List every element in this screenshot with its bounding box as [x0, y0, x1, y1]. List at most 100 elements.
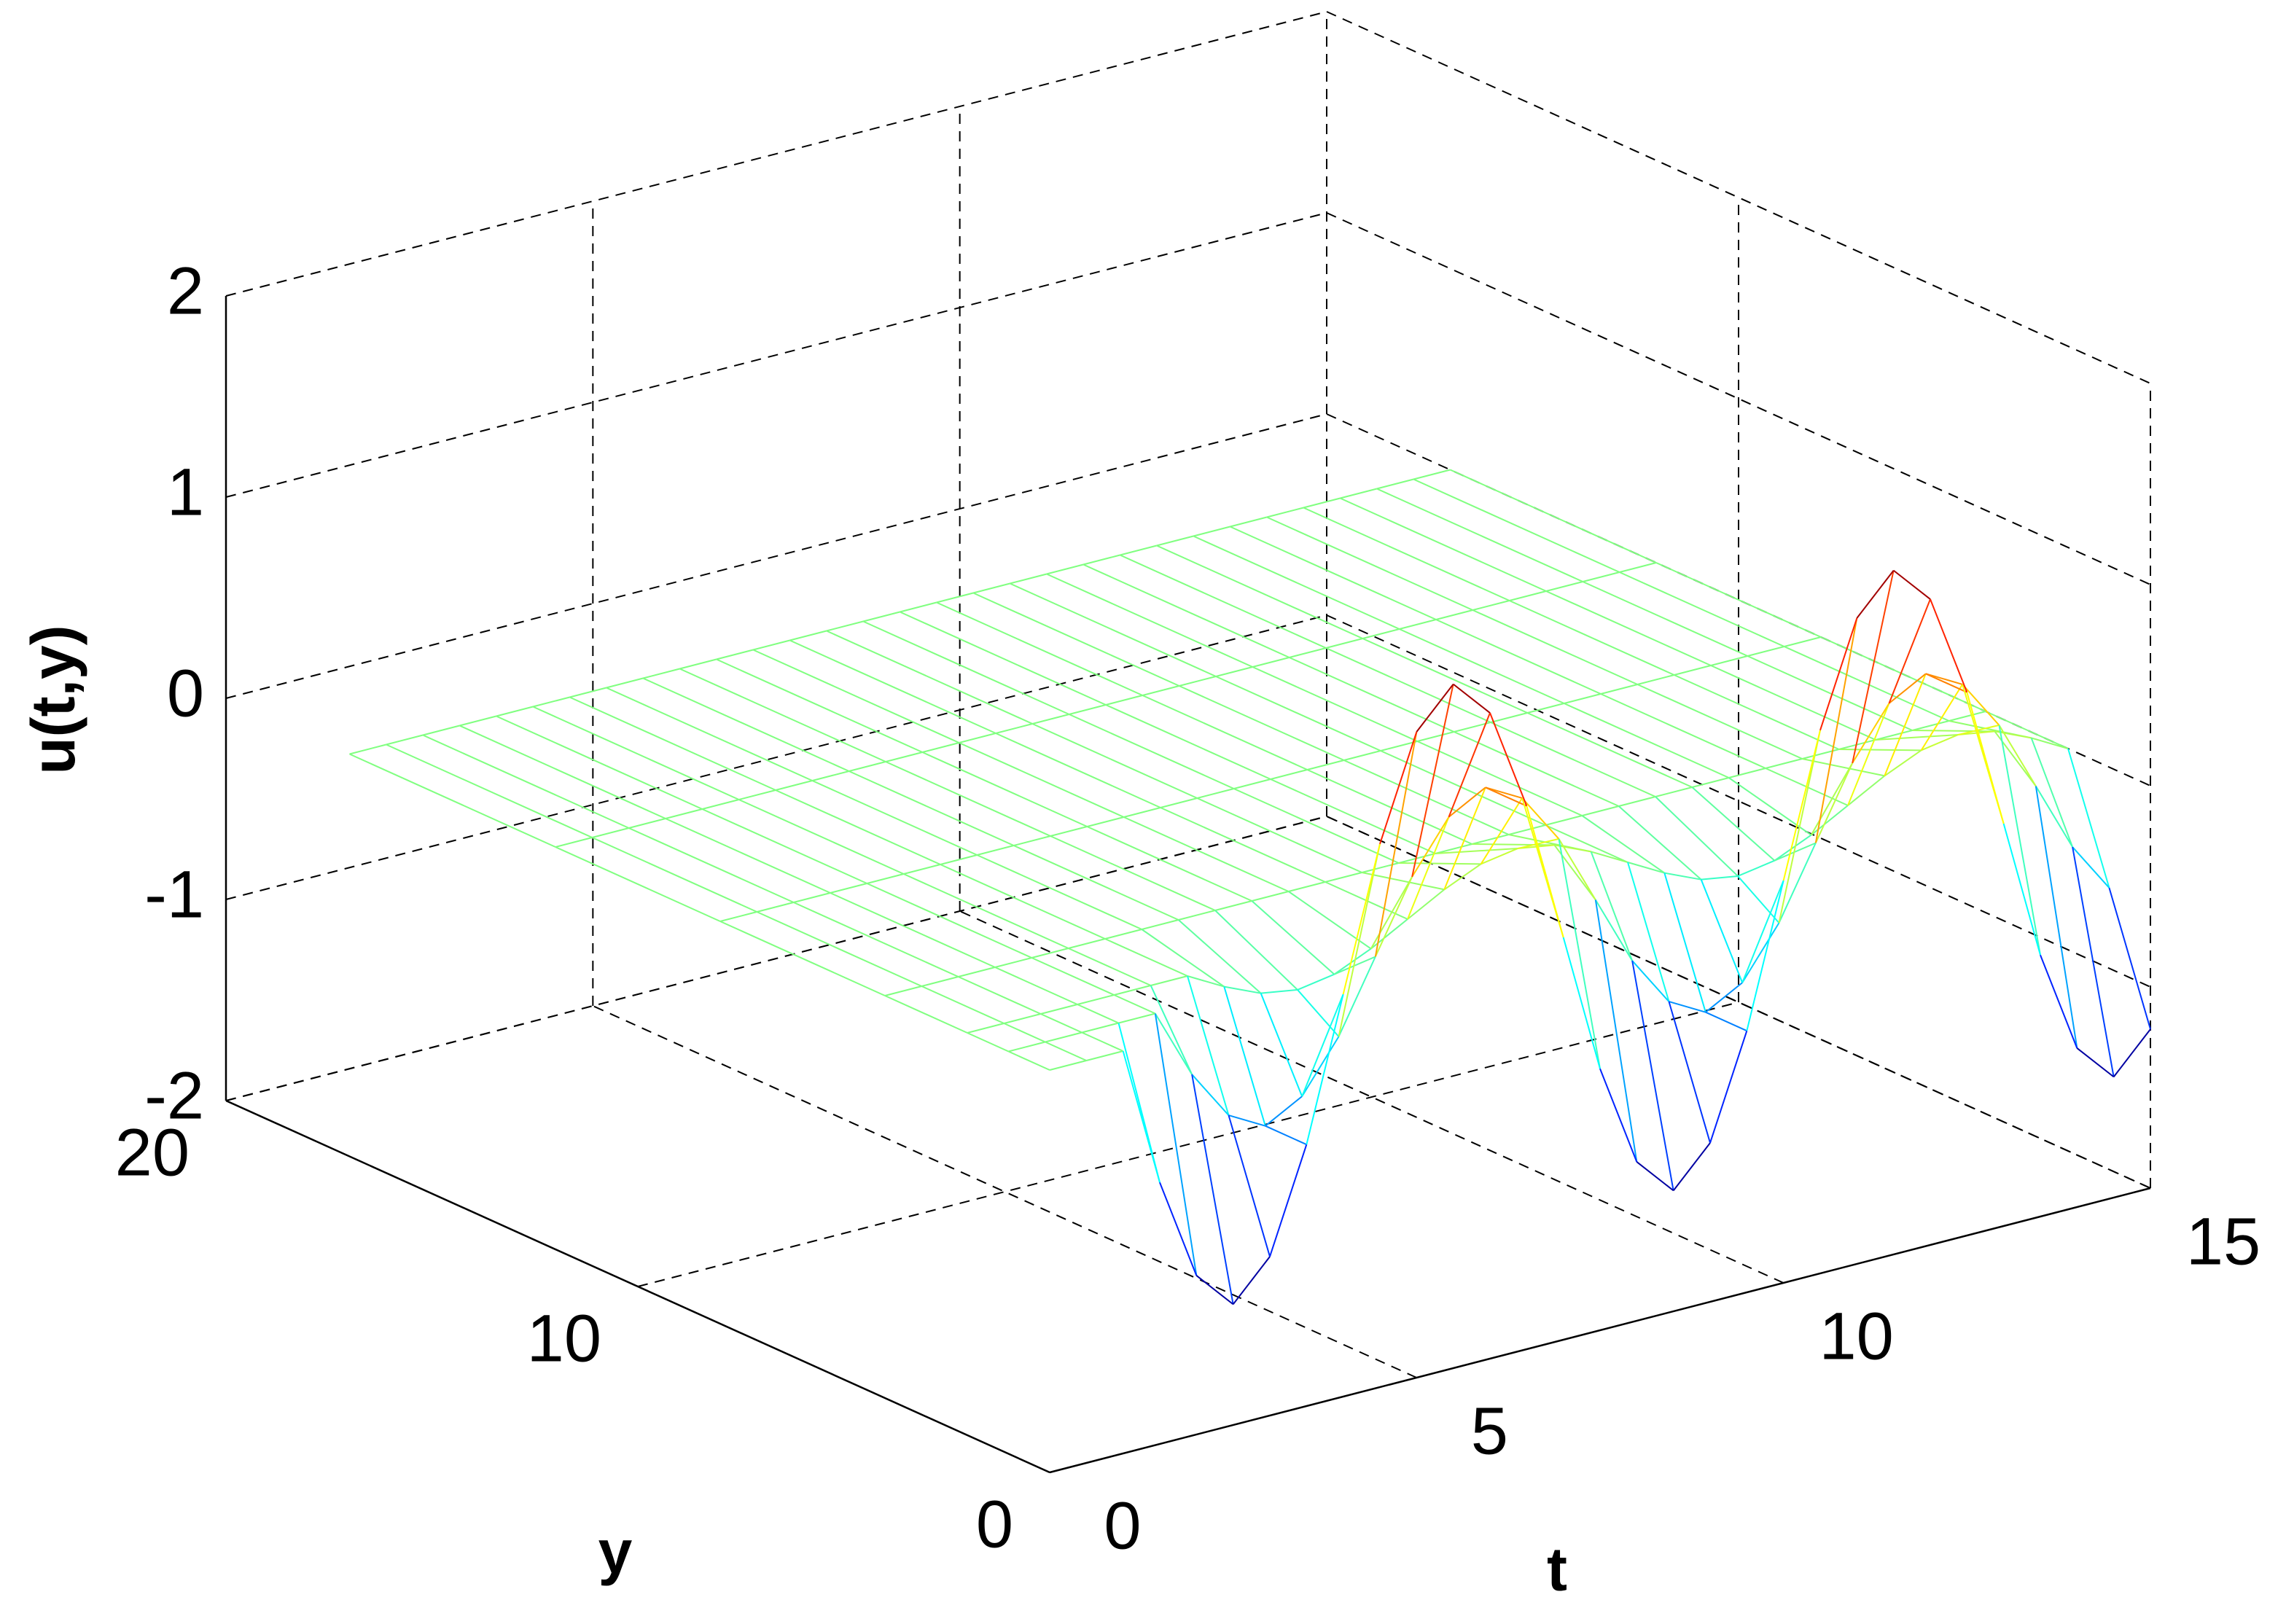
mesh-line: [967, 1032, 1009, 1053]
mesh-line: [1814, 617, 1858, 843]
mesh-line: [1045, 1031, 1082, 1043]
mesh-line: [1154, 1012, 1193, 1075]
mesh-line: [1142, 919, 1179, 930]
mesh-line: [1527, 703, 1564, 714]
mesh-line: [349, 753, 556, 848]
mesh-line: [2035, 786, 2078, 1049]
mesh-line: [885, 761, 1051, 837]
mesh-line: [1930, 598, 1968, 693]
mesh-line: [1480, 797, 1524, 864]
mesh-line: [1590, 851, 1634, 961]
mesh-line: [1558, 838, 1601, 1069]
mesh-line: [1380, 750, 1546, 826]
mesh-line: [1325, 647, 1491, 723]
mesh-line: [532, 706, 740, 800]
mesh-line: [2031, 737, 2069, 749]
mesh-line: [1553, 844, 1596, 901]
mesh-line: [1663, 872, 1706, 1012]
mesh-line: [1599, 1068, 1638, 1163]
mesh-line: [1160, 797, 1198, 808]
mesh-line: [1077, 1004, 1119, 1024]
mesh-line: [1338, 956, 1376, 1037]
mesh-line: [1003, 1023, 1046, 1043]
mesh-line: [1269, 1144, 1308, 1257]
z-tick-label: -2: [144, 1058, 204, 1133]
mesh-line: [900, 601, 937, 613]
mesh-line: [1050, 826, 1088, 837]
mesh-line: [1692, 777, 1729, 788]
mesh-line: [2113, 1028, 2151, 1078]
mesh-line: [1114, 985, 1151, 996]
mesh-line: [1820, 636, 1986, 712]
mesh-line: [1998, 725, 2037, 787]
mesh-line: [1046, 573, 1253, 668]
mesh-line: [1998, 725, 2041, 956]
mesh-line: [1118, 1012, 1156, 1024]
mesh-line: [1526, 712, 1693, 788]
mesh-line: [1141, 929, 1225, 988]
mesh-line: [1627, 862, 1665, 874]
mesh-line: [1013, 835, 1051, 846]
mesh-line: [1086, 826, 1252, 902]
mesh-line: [1637, 674, 1674, 685]
mesh-line: [849, 761, 886, 772]
mesh-line: [719, 921, 886, 996]
mesh-line: [422, 734, 630, 829]
mesh-line: [1413, 478, 1620, 573]
mesh-line: [1564, 703, 1730, 778]
mesh-line: [921, 985, 1004, 1024]
mesh-line: [1802, 758, 1885, 777]
mesh-line: [496, 706, 534, 717]
mesh-line: [555, 837, 593, 848]
mesh-line: [1417, 731, 1454, 742]
mesh-line: [1737, 875, 1780, 924]
mesh-line: [1710, 665, 1876, 741]
mesh-line: [1472, 600, 1510, 611]
mesh-line: [738, 799, 905, 875]
y-tick-label: 0: [976, 1487, 1013, 1561]
mesh-line: [1746, 880, 1784, 1031]
mesh-line: [1050, 835, 1216, 911]
mesh-line: [386, 734, 424, 746]
mesh-line: [1214, 900, 1252, 911]
mesh-line: [793, 892, 831, 903]
mesh-line: [1564, 693, 1602, 704]
mesh-line: [1925, 673, 1963, 685]
mesh-line: [995, 723, 1033, 734]
mesh-line: [1049, 1060, 1087, 1071]
mesh-line: [1664, 872, 1701, 881]
grid-line: [1326, 816, 2151, 1189]
mesh-line: [1508, 824, 1546, 835]
mesh-line: [862, 611, 900, 622]
mesh-line: [2076, 1047, 2115, 1078]
grid-line: [592, 1005, 1417, 1378]
mesh-line: [1852, 570, 1895, 764]
mesh-line: [1888, 598, 1931, 704]
mesh-line: [1040, 1004, 1078, 1015]
mesh-line: [1631, 960, 1674, 1191]
mesh-line: [1142, 685, 1179, 696]
mesh-line: [1700, 879, 1744, 983]
mesh-line: [1778, 730, 1821, 924]
mesh-line: [1154, 1013, 1198, 1276]
mesh-line: [665, 808, 703, 819]
mesh-line: [1046, 563, 1084, 575]
mesh-line: [1618, 805, 1702, 881]
mesh-line: [1582, 581, 1748, 657]
mesh-line: [1985, 711, 2069, 749]
mesh-line: [1674, 665, 1712, 676]
mesh-line: [1178, 910, 1216, 921]
mesh-line: [1215, 676, 1381, 752]
mesh-line: [1301, 993, 1344, 1097]
mesh-line: [1082, 554, 1120, 566]
mesh-line: [1774, 834, 1812, 862]
mesh-line: [1411, 684, 1454, 878]
mesh-line: [1342, 843, 1381, 995]
mesh-line: [606, 687, 813, 781]
mesh-line: [1228, 1114, 1266, 1127]
mesh-line: [1376, 478, 1414, 490]
mesh-line: [1156, 535, 1194, 547]
mesh-line: [386, 743, 593, 838]
mesh-line: [793, 902, 959, 977]
mesh-line: [1077, 994, 1115, 1005]
